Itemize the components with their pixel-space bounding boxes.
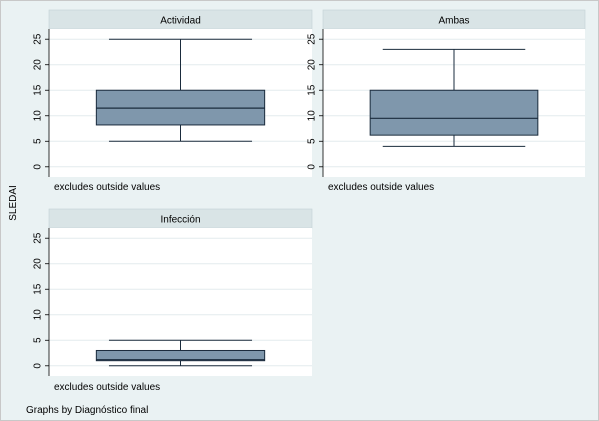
y-tick-label: 15 [33,84,44,96]
panel-title: Infección [160,215,200,226]
panel-subnote: excludes outside values [328,182,434,193]
y-tick-label: 10 [307,110,318,122]
y-tick-label: 0 [307,164,318,170]
y-tick-label: 20 [33,258,44,270]
y-tick-label: 5 [33,138,44,144]
graph-note: Graphs by Diagnóstico final [26,405,148,416]
y-tick-label: 10 [33,309,44,321]
iqr-box [95,349,266,362]
panel-title: Actividad [160,16,201,27]
panel-subnote: excludes outside values [54,182,160,193]
iqr-box [369,89,539,136]
y-tick-label: 20 [307,59,318,71]
y-tick-label: 25 [33,232,44,244]
y-tick-label: 5 [33,337,44,343]
y-tick-label: 20 [33,59,44,71]
panel-subnote: excludes outside values [54,382,160,393]
panel-title: Ambas [438,16,469,27]
y-tick-label: 10 [33,110,44,122]
y-tick-label: 0 [33,363,44,369]
y-tick-label: 15 [33,283,44,295]
y-tick-label: 5 [307,138,318,144]
y-tick-label: 15 [307,84,318,96]
y-tick-label: 25 [33,33,44,45]
y-axis-label: SLEDAI [8,185,19,221]
y-tick-label: 25 [307,33,318,45]
y-tick-label: 0 [33,164,44,170]
